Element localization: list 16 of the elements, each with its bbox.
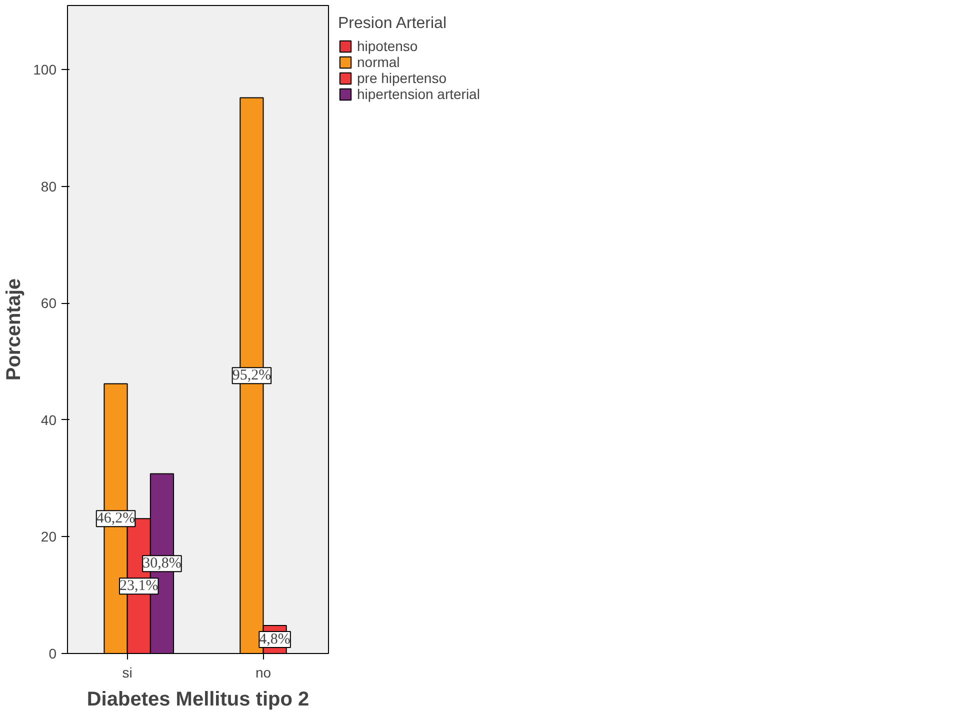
y-axis-title: Porcentaje <box>3 278 26 381</box>
x-tick-label: si <box>122 664 132 680</box>
y-tick-label: 80 <box>40 178 57 194</box>
x-tick-label: no <box>255 664 272 680</box>
y-tick-label: 100 <box>33 62 57 78</box>
legend-label: normal <box>357 54 400 70</box>
y-tick-label: 40 <box>40 412 57 428</box>
y-tick-label: 0 <box>48 646 57 662</box>
x-axis-title: Diabetes Mellitus tipo 2 <box>86 688 310 710</box>
legend-label: pre hipertenso <box>357 70 447 86</box>
y-tick-label: 20 <box>40 528 57 545</box>
legend-label: hipotenso <box>357 38 418 54</box>
y-tick-label: 60 <box>40 295 57 312</box>
legend-title: Presion Arterial <box>338 15 448 33</box>
legend-label: hipertension arterial <box>357 86 480 102</box>
data-label: 30,8% <box>142 556 182 572</box>
